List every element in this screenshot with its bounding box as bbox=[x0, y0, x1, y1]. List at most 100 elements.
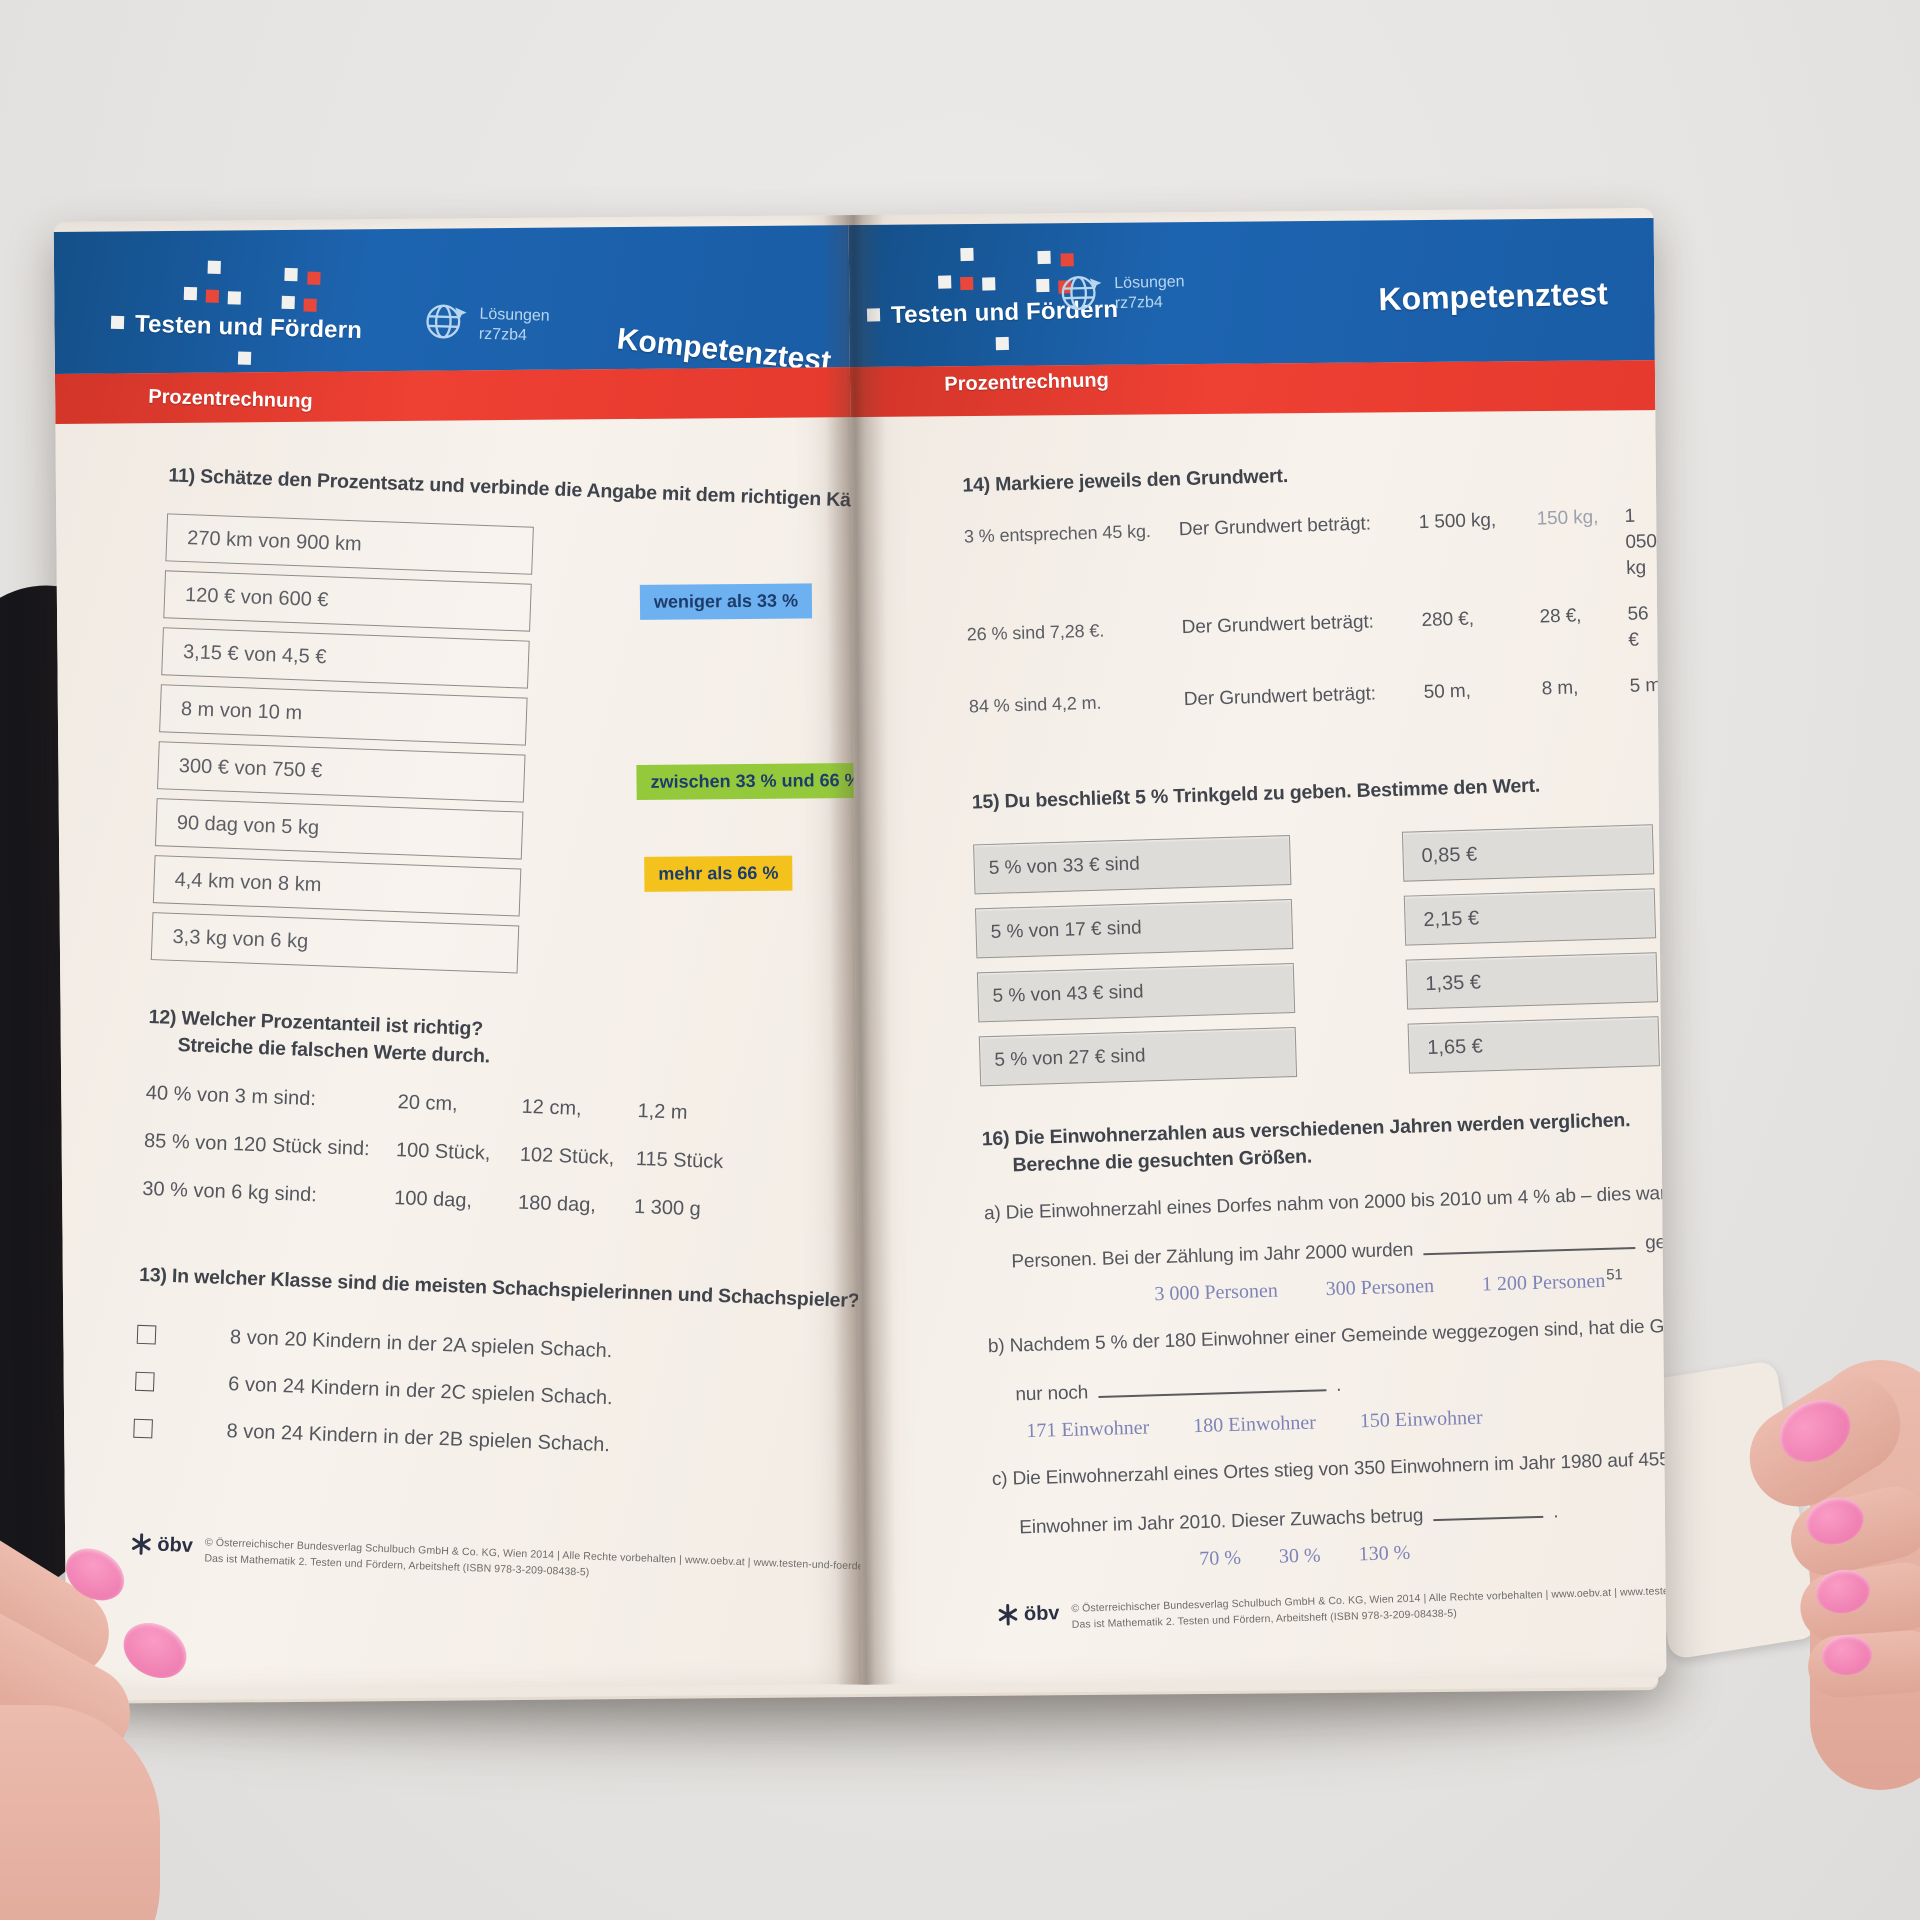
exercise-13-items: 8 von 20 Kindern in der 2A spielen Schac… bbox=[133, 1323, 777, 1463]
exercise-14-table: 3 % entsprechen 45 kg. Der Grundwert bet… bbox=[963, 503, 1662, 719]
chapter-label: Prozentrechnung bbox=[147, 385, 314, 413]
logo-square bbox=[227, 291, 242, 305]
item-text: 8 von 24 Kindern in der 2B spielen Schac… bbox=[226, 1420, 611, 1457]
text-before-blank: Einwohner im Jahr 2010. Dieser Zuwachs b… bbox=[1019, 1505, 1424, 1539]
logo-square bbox=[960, 247, 974, 262]
exercise-11-title: 11) Schätze den Prozentsatz und verbinde… bbox=[168, 464, 862, 514]
logo-square bbox=[866, 308, 881, 322]
checkbox-icon bbox=[134, 1371, 155, 1392]
option: 50 m, bbox=[1423, 680, 1472, 704]
logo-square bbox=[237, 351, 252, 365]
exercise-13-title: 13) In welcher Klasse sind die meisten S… bbox=[138, 1263, 860, 1313]
logo-square bbox=[995, 336, 1009, 351]
option: 280 €, bbox=[1421, 608, 1475, 632]
item-text: 8 von 20 Kindern in der 2A spielen Schac… bbox=[229, 1326, 613, 1363]
option: 130 % bbox=[1358, 1541, 1411, 1566]
fingernail bbox=[113, 1612, 197, 1689]
problem-box: 5 % von 33 € sind bbox=[973, 835, 1292, 895]
option: 5 m bbox=[1629, 674, 1662, 697]
option: 180 dag, bbox=[517, 1191, 597, 1217]
option: 70 % bbox=[1199, 1546, 1242, 1571]
exercise-16b-line1: b) Nachdem 5 % der 180 Einwohner einer G… bbox=[987, 1314, 1667, 1358]
answer-box: 2,15 € bbox=[1403, 888, 1657, 946]
option: 102 Stück, bbox=[519, 1143, 615, 1170]
checkbox-icon bbox=[133, 1418, 153, 1439]
page-number-51: 51 bbox=[1606, 1266, 1623, 1284]
oebv-logo-text: öbv bbox=[1023, 1601, 1060, 1625]
option: 150 Einwohner bbox=[1359, 1406, 1483, 1433]
logo-square bbox=[938, 275, 952, 289]
option: 300 Personen bbox=[1325, 1274, 1435, 1301]
match-box: 3,3 kg von 6 kg bbox=[150, 912, 520, 974]
logo-square bbox=[183, 286, 198, 301]
given-value: 3 % entsprechen 45 kg. bbox=[963, 521, 1152, 547]
left-hand bbox=[0, 1455, 300, 1920]
option: 8 m, bbox=[1541, 677, 1579, 700]
item-text: 6 von 24 Kindern in der 2C spielen Schac… bbox=[227, 1373, 614, 1410]
solutions-block: Lösungen rz7zb4 bbox=[422, 297, 550, 352]
logo-square bbox=[207, 260, 221, 274]
logo-square-red bbox=[960, 276, 974, 291]
oebv-star-icon bbox=[131, 1533, 151, 1555]
row-label: 40 % von 3 m sind: bbox=[145, 1081, 317, 1111]
problem-box: 5 % von 43 € sind bbox=[976, 962, 1296, 1023]
percent-chip-less-33: weniger als 33 % bbox=[639, 583, 813, 620]
palm bbox=[0, 1705, 160, 1920]
list-item: 8 von 20 Kindern in der 2A spielen Schac… bbox=[136, 1323, 777, 1369]
answer-box: 0,85 € bbox=[1401, 824, 1655, 882]
logo-square-red bbox=[303, 298, 317, 312]
logo-square bbox=[1036, 278, 1050, 293]
header-band-blue-left: Testen und Fördern bbox=[53, 225, 850, 378]
option: 150 kg, bbox=[1536, 506, 1599, 530]
option: 100 dag, bbox=[393, 1187, 473, 1212]
open-workbook: Testen und Fördern bbox=[53, 208, 1667, 1692]
match-box: 270 km von 900 km bbox=[165, 513, 534, 575]
globe-icon bbox=[422, 297, 469, 349]
match-row: 5 % von 43 € sind 1,35 € bbox=[976, 952, 1659, 1023]
option: 1,2 m bbox=[637, 1099, 688, 1124]
header-band-red-left: Prozentrechnung bbox=[54, 367, 851, 425]
logo-square bbox=[284, 267, 298, 282]
exercise-16c-line2: Einwohner im Jahr 2010. Dieser Zuwachs b… bbox=[993, 1495, 1666, 1542]
logo-square bbox=[281, 295, 295, 310]
logo-square bbox=[982, 277, 996, 291]
text-after-blank: gezählt. bbox=[1644, 1230, 1667, 1254]
imprint-text: © Österreichischer Bundesverlag Schulbuc… bbox=[1071, 1582, 1666, 1634]
text-after-blank: . bbox=[1552, 1501, 1559, 1523]
oebv-logo: öbv bbox=[129, 1532, 193, 1558]
exercise-15-rows: 5 % von 33 € sind 0,85 € 5 % von 17 € si… bbox=[973, 824, 1660, 1087]
right-hand bbox=[1690, 1330, 1920, 1920]
match-box: 300 € von 750 € bbox=[157, 741, 526, 803]
brand-logo: Testen und Fördern bbox=[110, 258, 373, 378]
imprint-right: öbv © Österreichischer Bundesverlag Schu… bbox=[996, 1582, 1666, 1636]
option: 3 000 Personen bbox=[1154, 1279, 1279, 1306]
imprint-text: © Österreichischer Bundesverlag Schulbuc… bbox=[204, 1534, 861, 1590]
option: 1 200 Personen bbox=[1481, 1269, 1606, 1296]
option: 1 500 kg, bbox=[1418, 509, 1497, 534]
answer-blank bbox=[1097, 1376, 1327, 1398]
option: 1 300 g bbox=[633, 1195, 702, 1221]
exercise-16a-line1: a) Die Einwohnerzahl eines Dorfes nahm v… bbox=[983, 1181, 1667, 1225]
prompt: Der Grundwert beträgt: bbox=[1178, 513, 1372, 541]
match-box: 3,15 € von 4,5 € bbox=[161, 627, 530, 689]
option: 180 Einwohner bbox=[1192, 1411, 1317, 1438]
match-box: 8 m von 10 m bbox=[159, 684, 528, 746]
solutions-label: Lösungen bbox=[479, 305, 550, 325]
logo-square-red bbox=[1060, 253, 1074, 267]
exercise-16a-options: 3 000 Personen 300 Personen 1 200 Person… bbox=[1154, 1268, 1666, 1306]
page-right: Testen und Fördern bbox=[848, 208, 1667, 1686]
logo-square-red bbox=[307, 271, 321, 285]
exercise-16a-line2: Personen. Bei der Zählung im Jahr 2000 w… bbox=[985, 1229, 1666, 1276]
exercise-16b-options: 171 Einwohner 180 Einwohner 150 Einwohne… bbox=[1026, 1401, 1666, 1443]
logo-square-red bbox=[205, 289, 220, 303]
answer-box: 1,65 € bbox=[1407, 1016, 1660, 1074]
exercise-15-title: 15) Du beschließt 5 % Trinkgeld zu geben… bbox=[971, 774, 1541, 814]
text-after-blank: . bbox=[1335, 1374, 1342, 1396]
answer-box: 1,35 € bbox=[1405, 952, 1659, 1010]
solutions-code: rz7zb4 bbox=[1114, 293, 1164, 312]
solutions-label: Lösungen bbox=[1114, 272, 1185, 292]
answer-blank bbox=[1423, 1233, 1636, 1256]
option: 12 cm, bbox=[521, 1095, 583, 1120]
option: 56 € bbox=[1627, 603, 1649, 651]
